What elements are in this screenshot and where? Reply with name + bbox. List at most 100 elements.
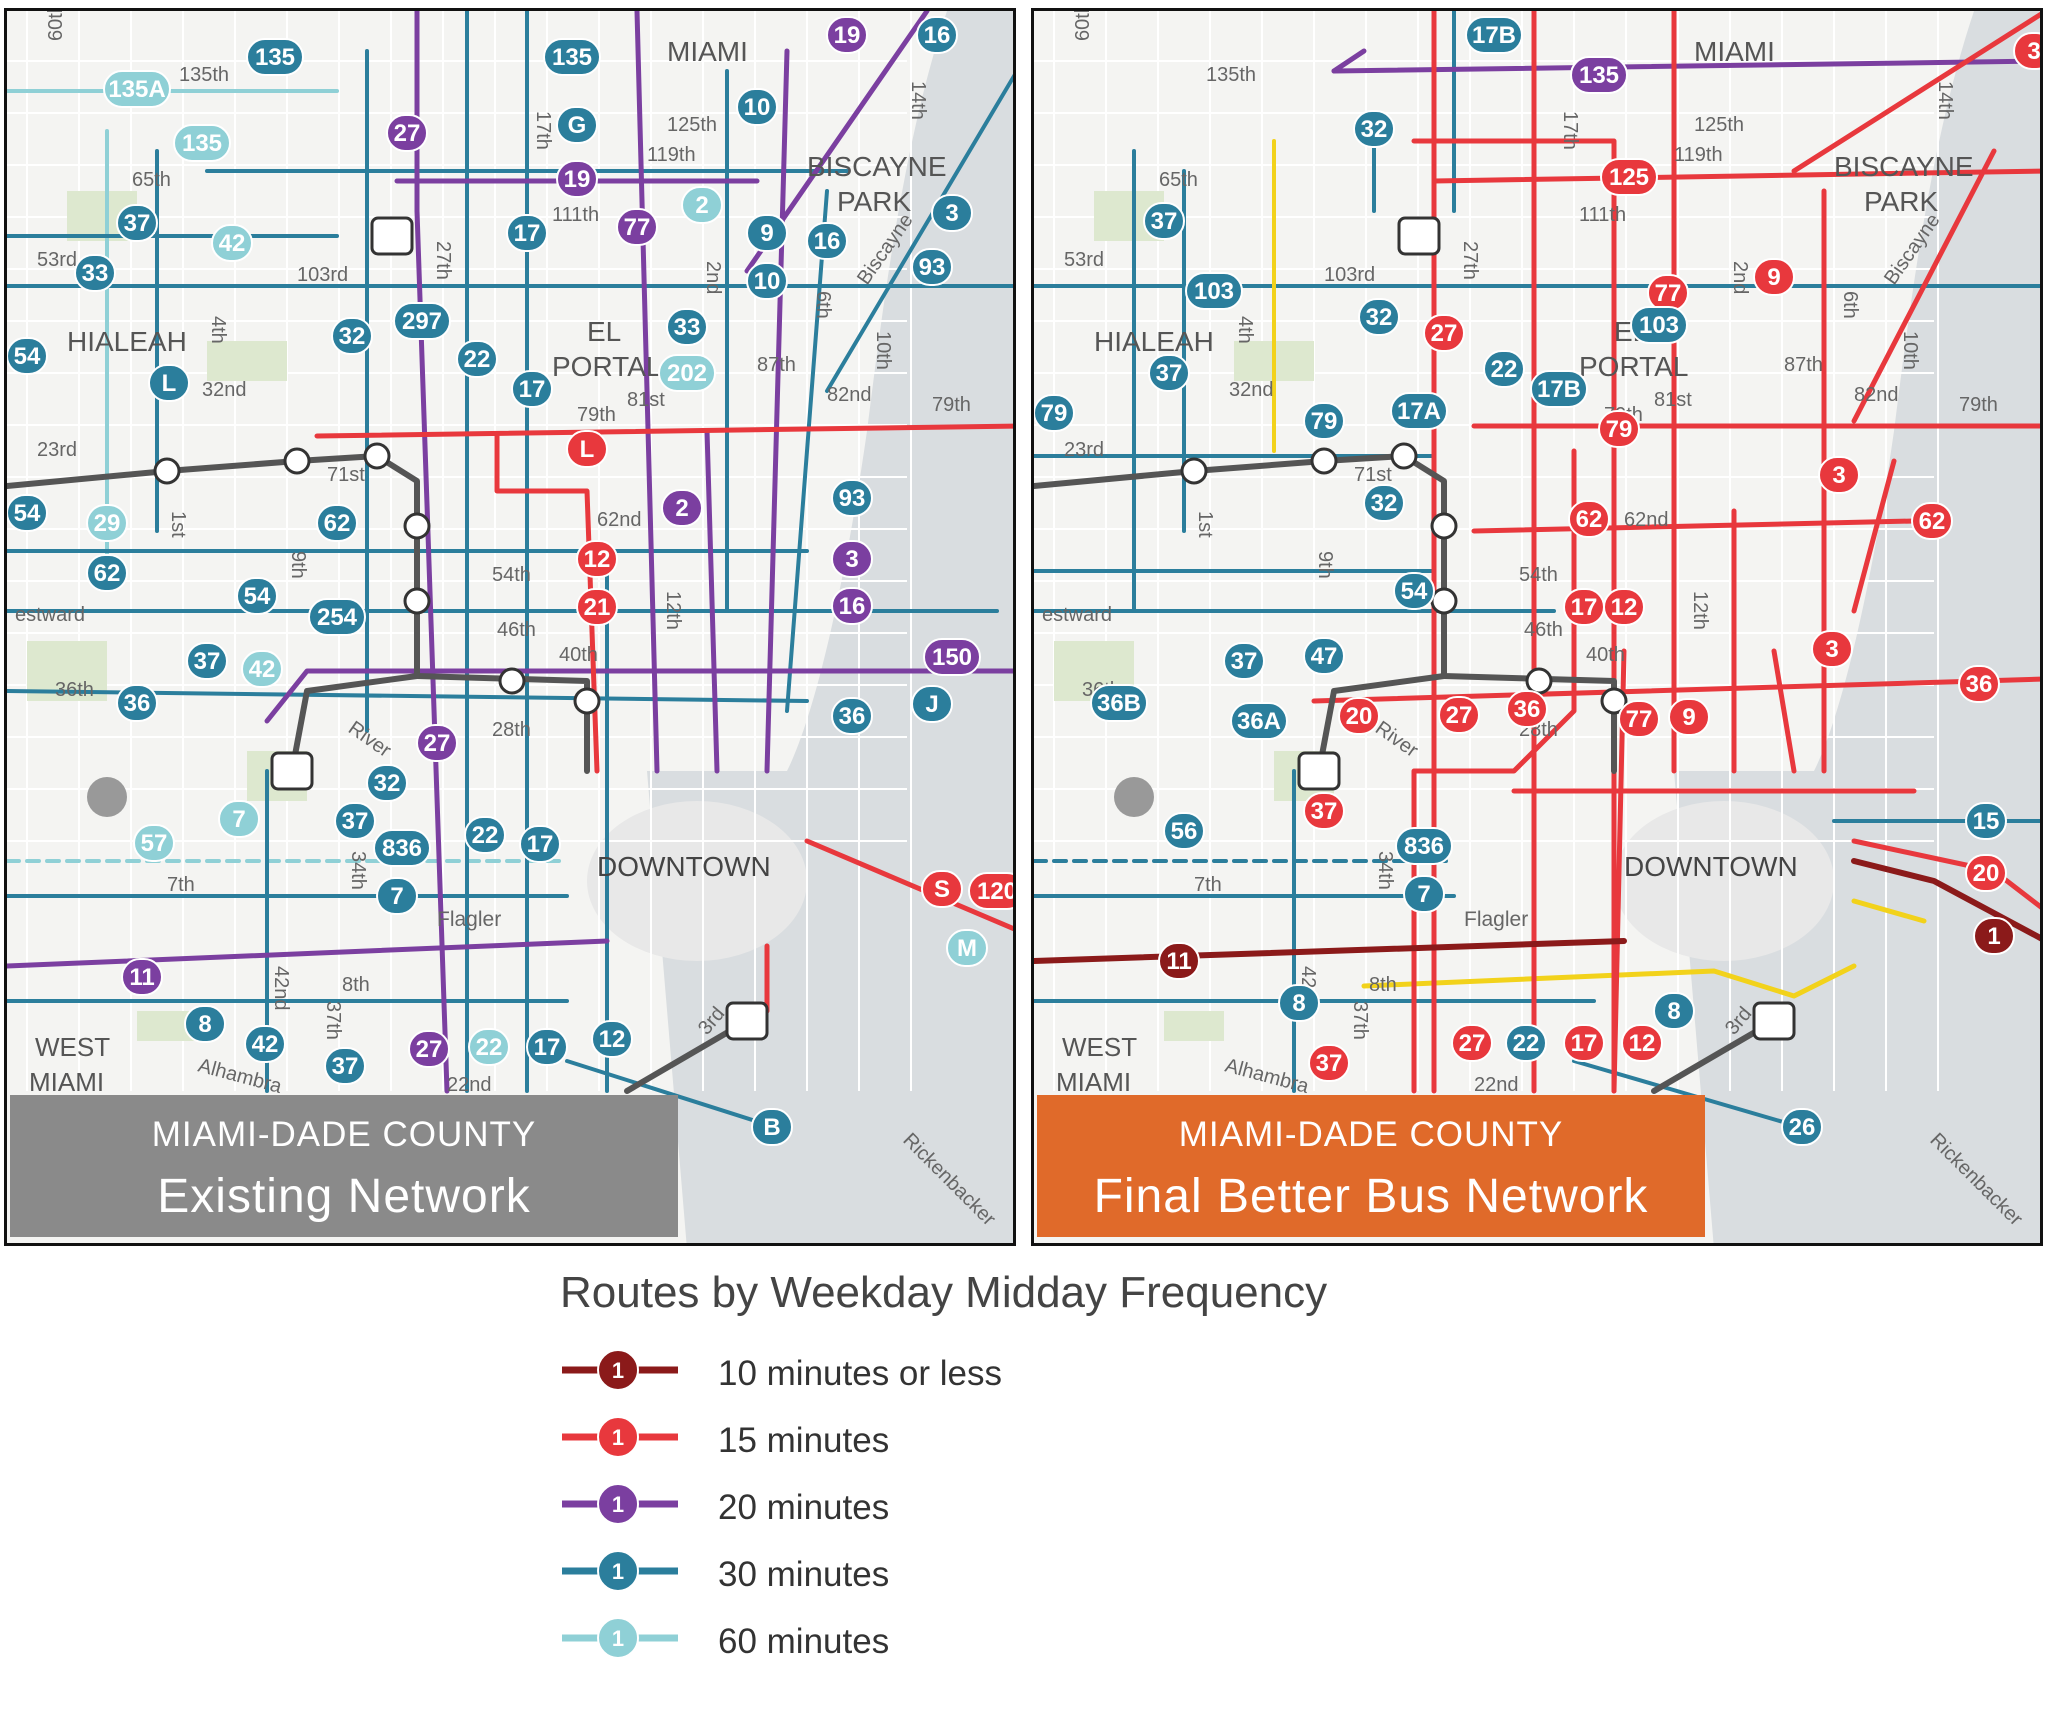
legend-title: Routes by Weekday Midday Frequency — [560, 1268, 1328, 1317]
route-badge-label: 17 — [1571, 1030, 1598, 1057]
street-label: 53rd — [1064, 249, 1104, 271]
route-badge-shape — [324, 1047, 366, 1085]
route-line — [1771, 648, 1797, 774]
route-badge-shape — [1163, 812, 1205, 850]
route-badge: 37 — [1308, 1044, 1350, 1082]
transit-hub-icon — [1752, 1001, 1796, 1041]
route-badge: 3 — [1811, 630, 1853, 668]
route-badge-shape — [408, 1030, 450, 1068]
rail-station-icon — [573, 687, 601, 715]
route-badge-shape — [468, 1028, 510, 1066]
route-badge-shape — [116, 204, 158, 242]
route-badge-label: 11 — [129, 964, 154, 991]
route-badge-label: 20 — [1346, 703, 1373, 730]
route-badge-shape — [831, 479, 873, 517]
place-label: MIAMI — [1056, 1067, 1131, 1097]
route-badge: 27 — [1438, 696, 1480, 734]
route-badge-label: 62 — [94, 560, 121, 587]
route-badge-shape — [74, 254, 116, 292]
place-label: EL — [587, 316, 621, 347]
legend-row: 1 20 minutes — [560, 1474, 1460, 1541]
route-badge-label: 27 — [416, 1036, 443, 1063]
route-badge-label: 42 — [252, 1031, 279, 1058]
street-label: 17th — [1559, 111, 1581, 150]
route-badge-label: 26 — [1789, 1114, 1816, 1141]
route-badge-label: 33 — [674, 314, 701, 341]
route-line — [1411, 448, 1577, 1094]
route-badge-shape — [1278, 984, 1320, 1022]
route-badge-shape — [173, 124, 231, 162]
street-label: 87th — [1784, 354, 1823, 376]
route-badge-shape — [116, 684, 158, 722]
route-badge-label: 16 — [839, 593, 866, 620]
route-badge-shape — [681, 186, 723, 224]
route-line — [264, 668, 1013, 724]
route-badge-label: 36 — [1966, 671, 1993, 698]
route-badge-shape — [736, 88, 778, 126]
route-badge-label: 19 — [564, 166, 591, 193]
route-badge: 135 — [1570, 56, 1628, 94]
route-badge: 22 — [456, 340, 498, 378]
route-badge: 135 — [246, 38, 304, 76]
route-badge: 22 — [1505, 1024, 1547, 1062]
route-badge: 77 — [1647, 274, 1689, 312]
route-badge-label: 54 — [1401, 578, 1428, 605]
route-badge-shape — [831, 540, 873, 578]
route-badge: 17A — [1390, 392, 1448, 430]
transit-hub-icon — [1397, 216, 1441, 256]
route-line — [1851, 458, 1897, 614]
street-label: 53rd — [37, 249, 77, 271]
legend-marker-icon — [597, 1483, 639, 1525]
rail-station-icon — [403, 587, 431, 615]
route-badge: 36 — [1958, 665, 2000, 703]
route-badge-shape — [916, 16, 958, 54]
route-badge-shape — [543, 38, 601, 76]
legend-label: 15 minutes — [718, 1421, 890, 1460]
route-badge: 103 — [1630, 306, 1688, 344]
route-badge-label: 93 — [839, 485, 866, 512]
route-badge-shape — [1570, 56, 1628, 94]
route-badge-shape — [1530, 370, 1588, 408]
street-label: 27th — [432, 241, 454, 280]
route-badge-label: 3 — [2027, 38, 2040, 65]
route-badge-label: 36B — [1097, 690, 1141, 717]
street-label: 23rd — [1064, 439, 1104, 461]
route-badge: 150 — [923, 638, 981, 676]
rail-station-icon — [1310, 447, 1338, 475]
route-line — [1471, 518, 1917, 534]
route-badge-shape — [1781, 1108, 1823, 1146]
route-badge-label: 93 — [919, 254, 946, 281]
route-badge: 3 — [831, 540, 873, 578]
route-badge: 19 — [826, 16, 868, 54]
route-badge: 54 — [7, 494, 48, 532]
yellow-route — [1361, 963, 1857, 999]
route-badge: J — [911, 685, 953, 723]
metrorail-line — [1316, 673, 1447, 774]
route-badge: 836 — [373, 829, 431, 867]
rail-station-icon — [1430, 587, 1458, 615]
rail-station-icon — [1430, 512, 1458, 540]
route-badge: 9 — [746, 214, 788, 252]
route-badge: 2 — [661, 489, 703, 527]
route-badge-shape — [1438, 696, 1480, 734]
route-line — [414, 11, 450, 1094]
route-badge: 32 — [331, 317, 373, 355]
route-badge-shape — [591, 1020, 633, 1058]
route-badge-label: 32 — [1366, 304, 1393, 331]
route-badge-label: 36A — [1237, 708, 1281, 735]
route-badge: 21 — [576, 588, 618, 626]
place-label: BISCAYNE — [1834, 151, 1974, 182]
route-badge-shape — [1353, 110, 1395, 148]
route-badge-shape — [1973, 917, 2015, 955]
route-line — [1791, 11, 2040, 174]
route-badge-shape — [1965, 802, 2007, 840]
street-label: 4th — [207, 316, 229, 344]
route-badge-label: 77 — [1655, 280, 1682, 307]
route-badge-shape — [186, 642, 228, 680]
place-label: PARK — [837, 186, 911, 217]
rail-station-icon — [1390, 442, 1418, 470]
route-badge-label: 32 — [374, 770, 401, 797]
route-badge-label: 42 — [249, 656, 276, 683]
route-badge: 37 — [186, 642, 228, 680]
route-badge-label: 202 — [667, 360, 707, 387]
